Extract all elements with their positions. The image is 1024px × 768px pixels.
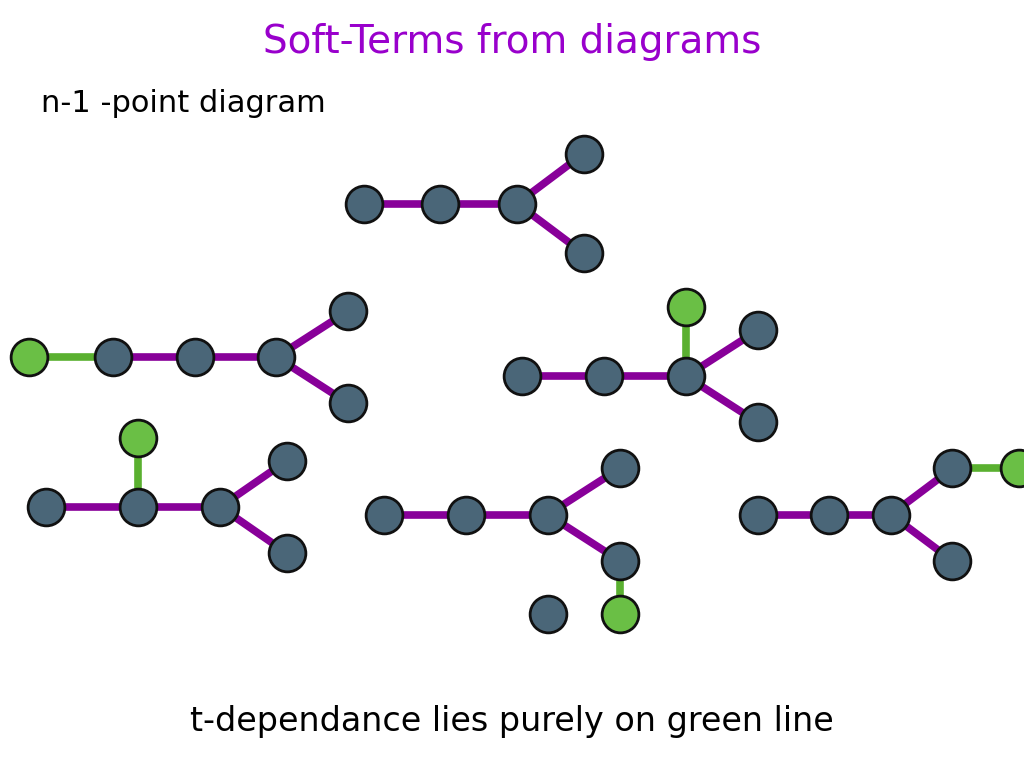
Point <box>1011 462 1024 475</box>
Point <box>944 554 961 567</box>
Text: Soft-Terms from diagrams: Soft-Terms from diagrams <box>263 23 761 61</box>
Point <box>104 351 121 363</box>
Point <box>750 508 766 521</box>
Point <box>279 455 295 467</box>
Point <box>883 508 899 521</box>
Point <box>432 197 449 210</box>
Point <box>279 547 295 559</box>
Point <box>376 508 392 521</box>
Point <box>821 508 838 521</box>
Point <box>540 608 556 621</box>
Point <box>458 508 474 521</box>
Point <box>340 397 356 409</box>
Point <box>575 247 592 260</box>
Point <box>509 197 525 210</box>
Point <box>611 554 628 567</box>
Point <box>130 432 146 444</box>
Point <box>355 197 372 210</box>
Point <box>596 370 612 382</box>
Point <box>340 305 356 317</box>
Point <box>678 370 694 382</box>
Point <box>212 501 228 513</box>
Text: t-dependance lies purely on green line: t-dependance lies purely on green line <box>190 706 834 738</box>
Point <box>20 351 37 363</box>
Point <box>38 501 54 513</box>
Point <box>611 608 628 621</box>
Point <box>750 324 766 336</box>
Point <box>750 416 766 429</box>
Point <box>540 508 556 521</box>
Point <box>575 147 592 160</box>
Point <box>514 370 530 382</box>
Text: n-1 -point diagram: n-1 -point diagram <box>41 89 326 118</box>
Point <box>268 351 285 363</box>
Point <box>130 501 146 513</box>
Point <box>611 462 628 475</box>
Point <box>678 301 694 313</box>
Point <box>186 351 203 363</box>
Point <box>944 462 961 475</box>
